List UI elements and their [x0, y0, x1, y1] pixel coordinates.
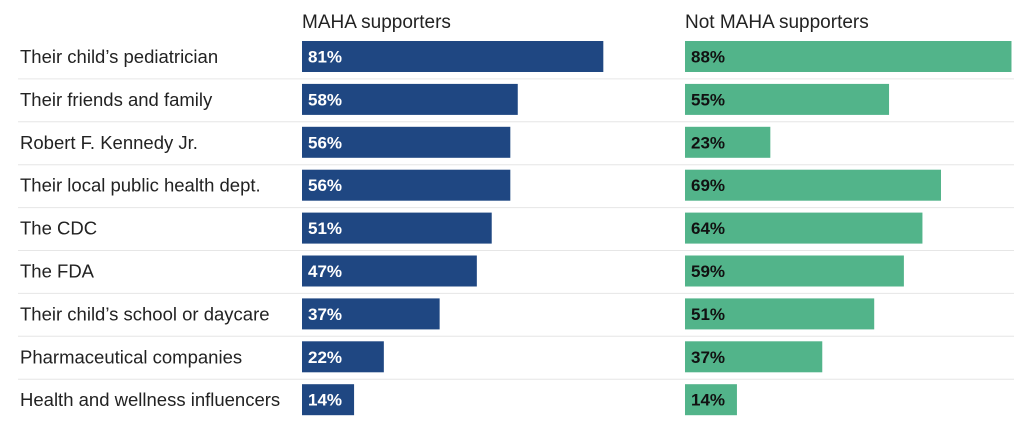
bar-maha-supporters-7	[302, 298, 440, 330]
bar-not-maha-supporters-2	[685, 83, 890, 115]
value-label-not-maha-supporters-6: 59%	[691, 262, 725, 281]
bar-not-maha-supporters-7	[685, 298, 875, 330]
category-label: Their friends and family	[20, 89, 213, 110]
bar-maha-supporters-2	[302, 83, 518, 115]
row-separators	[18, 78, 1014, 380]
value-label-maha-supporters-8: 22%	[308, 348, 342, 367]
bar-not-maha-supporters-1	[685, 41, 1012, 72]
category-label: Pharmaceutical companies	[20, 346, 242, 367]
category-label: Their child’s pediatrician	[20, 46, 218, 67]
bar-maha-supporters-9	[302, 384, 355, 416]
category-label: The CDC	[20, 218, 97, 239]
value-label-maha-supporters-3: 56%	[308, 133, 342, 152]
value-label-not-maha-supporters-5: 64%	[691, 219, 725, 238]
bar-not-maha-supporters-6	[685, 255, 904, 287]
bar-not-maha-supporters-5	[685, 212, 923, 244]
category-label: Their child’s school or daycare	[20, 303, 270, 324]
bar-maha-supporters-8	[302, 341, 384, 373]
value-label-not-maha-supporters-4: 69%	[691, 176, 725, 195]
bar-not-maha-supporters-4	[685, 169, 941, 201]
bar-not-maha-supporters-9	[685, 384, 737, 416]
series-header-maha-supporters: MAHA supporters	[302, 12, 451, 33]
value-label-not-maha-supporters-3: 23%	[691, 133, 725, 152]
bar-maha-supporters-1	[302, 41, 604, 72]
value-label-maha-supporters-1: 81%	[308, 48, 342, 67]
series-header-not-maha-supporters: Not MAHA supporters	[685, 12, 869, 33]
value-label-not-maha-supporters-1: 88%	[691, 48, 725, 67]
value-label-maha-supporters-6: 47%	[308, 262, 342, 281]
category-label: Their local public health dept.	[20, 175, 261, 196]
value-label-not-maha-supporters-8: 37%	[691, 348, 725, 367]
value-label-maha-supporters-2: 58%	[308, 90, 342, 109]
bar-not-maha-supporters-8	[685, 341, 823, 373]
bar-maha-supporters-4	[302, 169, 511, 201]
value-label-maha-supporters-5: 51%	[308, 219, 342, 238]
bars	[302, 41, 1012, 416]
category-label: The FDA	[20, 261, 95, 282]
value-label-not-maha-supporters-2: 55%	[691, 90, 725, 109]
value-labels: 81% 58% 56% 56% 51% 47% 37% 22% 14% 88% 55% 23% 69% 6…	[308, 48, 725, 410]
value-label-not-maha-supporters-7: 51%	[691, 305, 725, 324]
bar-maha-supporters-6	[302, 255, 477, 287]
value-label-not-maha-supporters-9: 14%	[691, 391, 725, 410]
category-labels: Their child’s pediatrician Their friends …	[20, 46, 280, 410]
value-label-maha-supporters-7: 37%	[308, 305, 342, 324]
bar-maha-supporters-5	[302, 212, 492, 244]
value-label-maha-supporters-4: 56%	[308, 176, 342, 195]
bar-maha-supporters-3	[302, 126, 511, 158]
category-label: Robert F. Kennedy Jr.	[20, 132, 198, 153]
value-label-maha-supporters-9: 14%	[308, 391, 342, 410]
bar-not-maha-supporters-3	[685, 126, 771, 158]
panel-headers: MAHA supporters Not MAHA supporters	[302, 12, 869, 33]
category-label: Health and wellness influencers	[20, 389, 280, 410]
